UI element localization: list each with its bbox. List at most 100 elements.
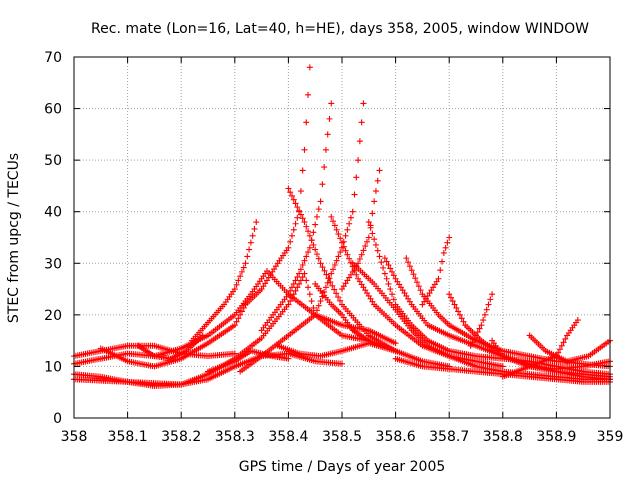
data-point (331, 286, 338, 293)
data-point (292, 277, 299, 284)
data-point (355, 157, 362, 164)
data-point (297, 211, 304, 218)
data-point (306, 64, 313, 71)
data-point (285, 355, 292, 362)
data-point (287, 287, 294, 294)
y-axis-label: STEC from upcg / TECUs (6, 153, 22, 323)
data-point (285, 301, 292, 308)
data-point (285, 244, 292, 251)
data-point (246, 246, 253, 253)
data-point (439, 258, 446, 265)
data-point (337, 249, 344, 256)
y-tick-label: 70 (44, 50, 62, 66)
data-point (387, 265, 394, 272)
data-point (385, 262, 392, 269)
data-point (290, 196, 297, 203)
data-point (360, 247, 367, 254)
satellite-track (499, 317, 581, 380)
data-point (362, 243, 369, 250)
data-point (558, 342, 565, 349)
x-tick-label: 358.4 (268, 429, 308, 445)
data-point (417, 287, 424, 294)
data-point (296, 280, 303, 287)
data-point (410, 271, 417, 278)
data-point (299, 167, 306, 174)
data-point (337, 297, 344, 304)
data-point (331, 222, 338, 229)
x-tick-label: 359 (597, 429, 624, 445)
y-axis-ticks: 0 10 20 30 40 50 60 70 (44, 50, 610, 427)
data-point (340, 243, 347, 250)
data-point (360, 100, 367, 107)
data-point (481, 311, 488, 318)
data-point (562, 335, 569, 342)
data-point (253, 219, 260, 226)
data-point (372, 241, 379, 248)
x-tick-label: 358.1 (108, 429, 148, 445)
data-point (301, 257, 308, 264)
data-point (342, 247, 349, 254)
data-point (331, 262, 338, 269)
data-point (390, 296, 397, 303)
data-point (406, 263, 413, 270)
satellite-track (274, 340, 399, 360)
data-point (392, 340, 399, 347)
data-point (290, 280, 297, 287)
data-point (231, 286, 238, 293)
y-tick-label: 60 (44, 102, 62, 118)
satellite-track (97, 64, 313, 370)
data-point (306, 244, 313, 251)
data-point (478, 322, 485, 329)
data-point (292, 200, 299, 207)
data-point (383, 258, 390, 265)
data-point (303, 277, 310, 284)
data-point (344, 226, 351, 233)
data-point (446, 234, 453, 241)
data-point (476, 325, 483, 332)
y-tick-label: 0 (53, 411, 62, 427)
data-point (355, 260, 362, 267)
data-point (249, 232, 256, 239)
data-point (288, 232, 295, 239)
data-point (381, 270, 388, 277)
data-point (333, 226, 340, 233)
data-point (487, 296, 494, 303)
data-point (303, 253, 310, 260)
data-point (356, 138, 363, 145)
data-point (339, 239, 345, 246)
data-point (560, 339, 567, 346)
data-point (451, 301, 458, 308)
data-point (364, 238, 371, 245)
data-point (242, 260, 249, 267)
data-point (358, 119, 365, 126)
data-point (369, 230, 376, 237)
data-point (233, 281, 240, 288)
data-point (240, 264, 247, 271)
data-point (310, 304, 317, 311)
data-point (381, 255, 388, 262)
data-point (376, 253, 383, 260)
data-point (342, 232, 349, 239)
data-point (324, 279, 331, 286)
data-point (324, 131, 331, 138)
data-point (238, 268, 245, 275)
data-point (405, 259, 412, 266)
data-point (297, 266, 304, 273)
data-marks (71, 64, 613, 390)
data-point (446, 291, 453, 298)
data-point (310, 241, 317, 248)
data-point (235, 277, 242, 284)
data-point (442, 244, 449, 251)
data-point (312, 246, 319, 253)
data-point (315, 302, 322, 309)
data-point (231, 350, 238, 357)
data-point (313, 251, 320, 258)
data-point (323, 271, 330, 278)
data-point (489, 291, 496, 298)
data-point (335, 294, 342, 301)
data-point (351, 191, 358, 198)
satellite-track (285, 185, 453, 370)
data-point (290, 226, 297, 233)
data-point (287, 189, 294, 196)
